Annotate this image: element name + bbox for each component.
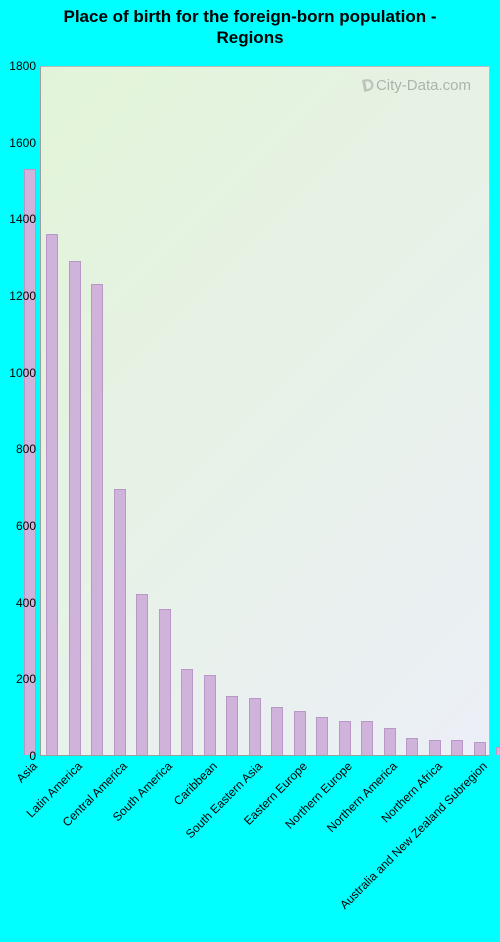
bar (496, 747, 500, 755)
bar (271, 707, 283, 755)
watermark-icon (360, 77, 376, 93)
chart-canvas: Place of birth for the foreign-born popu… (0, 0, 500, 942)
bar (361, 721, 373, 756)
bar (316, 717, 328, 755)
chart-title: Place of birth for the foreign-born popu… (0, 6, 500, 49)
bar (226, 696, 238, 755)
bar (384, 728, 396, 755)
bar (474, 742, 486, 755)
plot-area: City-Data.com (40, 66, 490, 756)
title-line-2: Regions (216, 28, 283, 47)
watermark: City-Data.com (361, 77, 471, 94)
bar (159, 609, 171, 755)
bar (136, 594, 148, 755)
bar (181, 669, 193, 755)
y-tick-label: 1200 (9, 289, 36, 303)
bar (91, 284, 103, 756)
bar (339, 721, 351, 756)
y-tick-label: 200 (16, 672, 36, 686)
bar (24, 169, 36, 756)
bar (114, 489, 126, 755)
y-tick-label: 800 (16, 442, 36, 456)
bar (429, 740, 441, 755)
bar (204, 675, 216, 756)
bar (249, 698, 261, 756)
bar (451, 740, 463, 755)
y-tick-label: 1800 (9, 59, 36, 73)
title-line-1: Place of birth for the foreign-born popu… (63, 7, 436, 26)
y-tick-label: 1400 (9, 212, 36, 226)
y-tick-label: 1600 (9, 136, 36, 150)
x-tick-label: South Eastern Asia (183, 759, 265, 841)
plot-background (41, 67, 489, 755)
bar (46, 234, 58, 755)
y-tick-label: 600 (16, 519, 36, 533)
y-tick-label: 1000 (9, 366, 36, 380)
watermark-text: City-Data.com (376, 77, 471, 94)
bar (69, 261, 81, 756)
x-tick-label: Asia (13, 759, 39, 785)
y-tick-label: 400 (16, 596, 36, 610)
bar (294, 711, 306, 755)
bar (406, 738, 418, 755)
